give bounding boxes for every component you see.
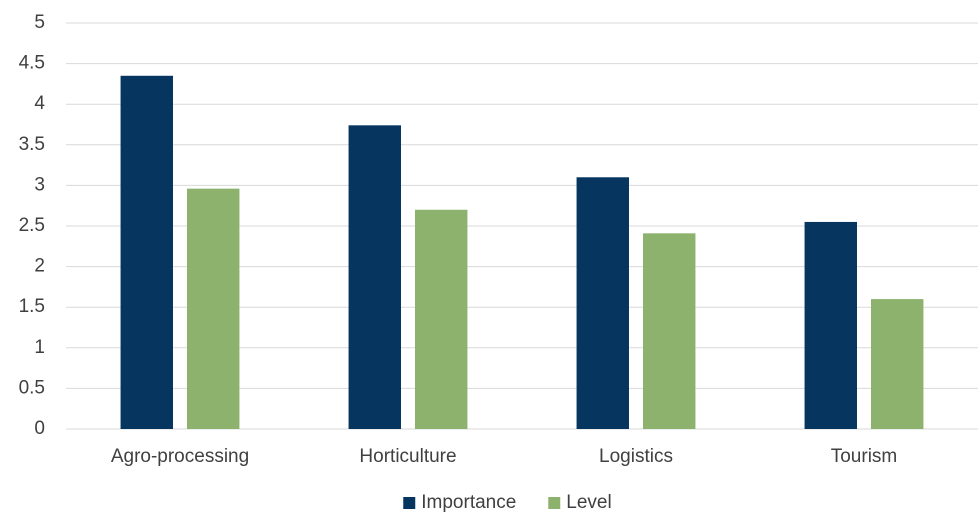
y-tick-label: 2.5 bbox=[19, 215, 45, 236]
bar bbox=[120, 75, 173, 429]
x-tick-label: Logistics bbox=[599, 446, 673, 467]
legend-label: Importance bbox=[421, 492, 516, 513]
legend-label: Level bbox=[566, 492, 611, 513]
bar bbox=[871, 299, 924, 429]
bar bbox=[804, 221, 857, 429]
y-tick-label: 5 bbox=[34, 12, 45, 33]
bar bbox=[643, 233, 696, 429]
x-tick-label: Agro-processing bbox=[111, 446, 249, 467]
legend-swatch bbox=[548, 497, 561, 509]
y-tick-label: 0 bbox=[34, 418, 45, 439]
y-tick-label: 3 bbox=[34, 174, 45, 195]
y-tick-label: 1 bbox=[34, 337, 45, 358]
legend-swatch bbox=[403, 497, 416, 509]
bar bbox=[415, 209, 468, 429]
x-tick-label: Horticulture bbox=[359, 446, 456, 467]
bar bbox=[576, 177, 629, 429]
legend: Importance Level bbox=[403, 492, 612, 513]
bar bbox=[187, 188, 240, 429]
y-tick-label: 3.5 bbox=[19, 134, 45, 155]
y-tick-label: 4 bbox=[34, 93, 45, 114]
bar bbox=[348, 125, 401, 429]
y-tick-label: 1.5 bbox=[19, 296, 45, 317]
y-tick-label: 2 bbox=[34, 256, 45, 277]
y-tick-label: 0.5 bbox=[19, 377, 45, 398]
x-tick-label: Tourism bbox=[831, 446, 898, 467]
y-tick-label: 4.5 bbox=[19, 53, 45, 74]
